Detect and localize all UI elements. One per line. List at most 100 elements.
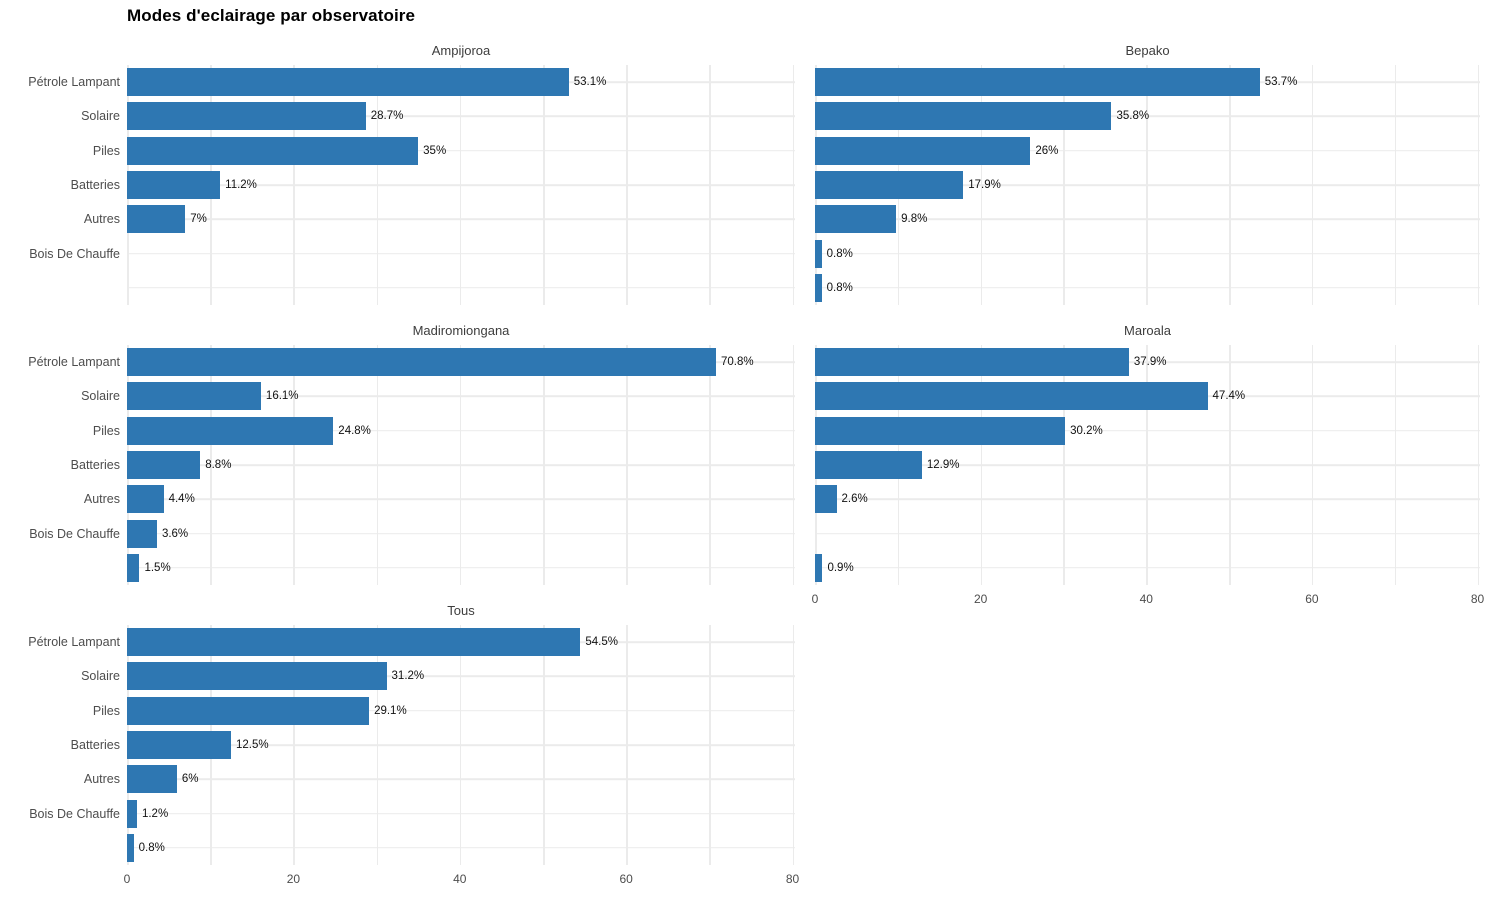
bar-value-label-ampijoroa-batteries: 11.2% bbox=[225, 178, 257, 191]
bar-row-maroala-autres: 2.6% bbox=[815, 482, 1480, 516]
bar-madiromiongana-piles bbox=[127, 416, 334, 445]
facet-title-maroala: Maroala bbox=[1124, 323, 1171, 338]
facet-title-tous: Tous bbox=[447, 603, 475, 618]
facet-title-madiromiongana: Madiromiongana bbox=[412, 323, 510, 338]
y-axis-label-autres: Autres bbox=[83, 772, 120, 787]
bar-value-label-ampijoroa-autres: 7% bbox=[190, 213, 207, 226]
bar-value-label-maroala-autres: 2.6% bbox=[841, 493, 868, 506]
bar-madiromiongana-na bbox=[127, 553, 140, 582]
gridline-y-bois-de-chauffe bbox=[815, 532, 1480, 535]
bar-maroala-batteries bbox=[815, 450, 922, 479]
bar-bepako-bois-de-chauffe bbox=[815, 239, 822, 268]
bar-value-label-madiromiongana-petrole-lampant: 70.8% bbox=[720, 356, 754, 369]
bar-madiromiongana-petrole-lampant bbox=[127, 348, 716, 377]
bar-bepako-petrole-lampant bbox=[815, 68, 1260, 97]
bar-row-bepako-petrole-lampant: 53.7% bbox=[815, 65, 1480, 99]
bar-row-tous-bois-de-chauffe: 1.2% bbox=[127, 796, 795, 830]
bar-row-ampijoroa-autres: 7% bbox=[127, 202, 795, 236]
bar-row-madiromiongana-petrole-lampant: 70.8% bbox=[127, 345, 795, 379]
bar-madiromiongana-batteries bbox=[127, 450, 201, 479]
bar-row-bepako-autres: 9.8% bbox=[815, 202, 1480, 236]
x-tick-tous-20: 20 bbox=[286, 872, 301, 886]
gridline-y-batteries bbox=[815, 464, 1480, 466]
bar-value-label-ampijoroa-petrole-lampant: 53.1% bbox=[573, 76, 607, 89]
bar-row-tous-batteries: 12.5% bbox=[127, 728, 795, 762]
bar-value-label-tous-bois-de-chauffe: 1.2% bbox=[141, 807, 169, 820]
facet-title-ampijoroa: Ampijoroa bbox=[431, 43, 491, 58]
bar-maroala-autres bbox=[815, 485, 837, 514]
bar-row-madiromiongana-solaire: 16.1% bbox=[127, 379, 795, 413]
bar-value-label-bepako-autres: 9.8% bbox=[901, 213, 928, 226]
bar-madiromiongana-autres bbox=[127, 485, 164, 514]
x-tick-tous-60: 60 bbox=[619, 872, 633, 886]
x-axis-maroala: 0 20 40 60 80 bbox=[811, 587, 1485, 609]
bar-value-label-madiromiongana-piles: 24.8% bbox=[338, 424, 371, 437]
facet-panel-tous: 54.5% 31.2% 29.1% 12.5% 6% 1.2% 0.8% bbox=[127, 625, 795, 865]
bar-value-label-maroala-batteries: 12.9% bbox=[926, 458, 960, 471]
bar-row-tous-na: 0.8% bbox=[127, 831, 795, 865]
chart-title: Modes d'eclairage par observatoire bbox=[127, 6, 416, 25]
bar-value-label-madiromiongana-batteries: 8.8% bbox=[205, 458, 232, 471]
bar-value-label-bepako-petrole-lampant: 53.7% bbox=[1264, 76, 1298, 89]
y-axis-label-solaire: Solaire bbox=[81, 109, 120, 124]
gridline-y-na bbox=[815, 287, 1480, 289]
bar-row-maroala-solaire: 47.4% bbox=[815, 379, 1480, 413]
gridline-y-bois-de-chauffe bbox=[127, 252, 795, 255]
y-axis-label-batteries: Batteries bbox=[70, 178, 120, 192]
y-axis-labels-tous: Pétrole Lampant Solaire Piles Batteries Autr… bbox=[0, 625, 127, 865]
bar-row-tous-petrole-lampant: 54.5% bbox=[127, 625, 795, 659]
gridline-y-autres bbox=[815, 218, 1480, 221]
gridline-y-piles bbox=[815, 149, 1480, 152]
bar-row-tous-autres: 6% bbox=[127, 762, 795, 796]
bar-row-ampijoroa-piles: 35% bbox=[127, 134, 795, 168]
bar-value-label-madiromiongana-autres: 4.4% bbox=[168, 493, 195, 506]
bar-value-label-madiromiongana-bois-de-chauffe: 3.6% bbox=[161, 527, 189, 540]
y-axis-label-autres: Autres bbox=[83, 492, 120, 507]
bar-row-madiromiongana-autres: 4.4% bbox=[127, 482, 795, 516]
bar-maroala-piles bbox=[815, 416, 1066, 445]
y-axis-label-piles: Piles bbox=[92, 423, 120, 438]
y-axis-label-solaire: Solaire bbox=[81, 389, 120, 404]
bar-row-ampijoroa-batteries: 11.2% bbox=[127, 168, 795, 202]
bar-tous-batteries bbox=[127, 730, 231, 759]
gridline-y-batteries bbox=[815, 184, 1480, 186]
y-axis-labels-ampijoroa: Pétrole Lampant Solaire Piles Batteries Autr… bbox=[0, 65, 127, 305]
facet-panel-ampijoroa: 53.1% 28.7% 35% 11.2% 7% bbox=[127, 65, 795, 305]
y-axis-label-bois-de-chauffe: Bois De Chauffe bbox=[29, 246, 120, 261]
bar-row-bepako-bois-de-chauffe: 0.8% bbox=[815, 236, 1480, 270]
bar-maroala-na bbox=[815, 553, 823, 582]
x-tick-maroala-20: 20 bbox=[973, 592, 988, 606]
bar-value-label-tous-autres: 6% bbox=[181, 773, 199, 786]
x-axis-tous: 0 20 40 60 80 bbox=[124, 867, 800, 889]
gridline-y-autres bbox=[127, 498, 795, 501]
bar-row-bepako-solaire: 35.8% bbox=[815, 99, 1480, 133]
bar-tous-solaire bbox=[127, 662, 387, 691]
gridline-y-na bbox=[127, 847, 795, 849]
bar-row-maroala-petrole-lampant: 37.9% bbox=[815, 345, 1480, 379]
y-axis-label-petrole-lampant: Pétrole Lampant bbox=[28, 355, 120, 370]
y-axis-label-piles: Piles bbox=[92, 143, 120, 158]
bar-value-label-tous-piles: 29.1% bbox=[374, 704, 407, 717]
bar-value-label-ampijoroa-piles: 35% bbox=[423, 144, 447, 157]
bar-row-tous-solaire: 31.2% bbox=[127, 659, 795, 693]
bar-bepako-batteries bbox=[815, 170, 964, 199]
bar-value-label-bepako-solaire: 35.8% bbox=[1116, 110, 1150, 123]
facet-panel-bepako: 53.7% 35.8% 26% 17.9% 9.8% 0.8% 0.8% bbox=[815, 65, 1480, 305]
bar-row-maroala-na: 0.9% bbox=[815, 551, 1480, 585]
bar-tous-bois-de-chauffe bbox=[127, 799, 137, 828]
bar-row-maroala-piles: 30.2% bbox=[815, 414, 1480, 448]
gridline-y-autres bbox=[127, 778, 795, 781]
x-tick-tous-40: 40 bbox=[453, 872, 467, 886]
bar-bepako-piles bbox=[815, 136, 1031, 165]
y-axis-label-batteries: Batteries bbox=[70, 458, 120, 472]
bar-value-label-bepako-na: 0.8% bbox=[826, 281, 853, 294]
gridline-y-na bbox=[127, 287, 795, 289]
x-tick-maroala-0: 0 bbox=[811, 592, 819, 606]
bar-row-maroala-batteries: 12.9% bbox=[815, 448, 1480, 482]
gridline-y-batteries bbox=[127, 184, 795, 186]
gridline-y-bois-de-chauffe bbox=[127, 812, 795, 815]
bar-bepako-autres bbox=[815, 205, 897, 234]
bar-value-label-madiromiongana-solaire: 16.1% bbox=[265, 390, 299, 403]
gridline-y-piles bbox=[127, 149, 795, 152]
